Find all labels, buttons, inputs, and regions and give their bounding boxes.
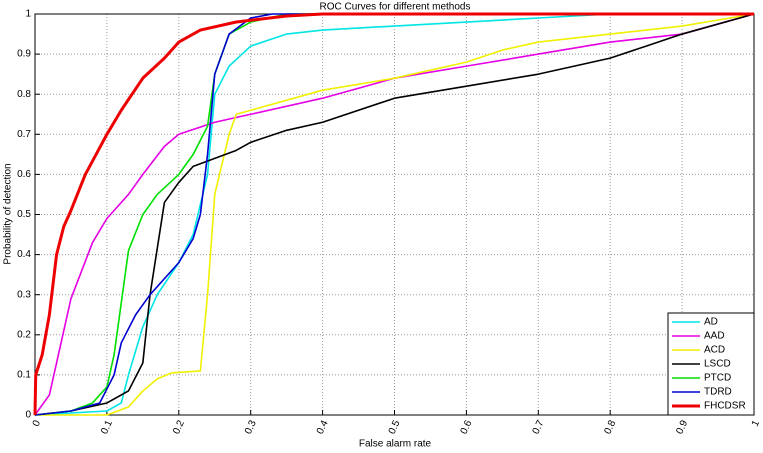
x-tick-label: 0.9 <box>674 418 690 436</box>
x-tick-label: 0.6 <box>459 418 475 436</box>
y-tick-label: 0.7 <box>17 129 31 140</box>
y-tick-label: 1 <box>25 9 31 20</box>
legend-label: ACD <box>704 345 725 356</box>
y-tick-label: 0 <box>25 410 31 421</box>
legend-label: AD <box>704 317 718 328</box>
series-line <box>35 13 755 416</box>
x-tick-label: 0.8 <box>602 418 618 436</box>
x-tick-label: 0.5 <box>387 418 403 436</box>
x-tick-label: 1 <box>750 418 763 428</box>
y-axis-label: Probability of detection <box>3 163 14 264</box>
y-tick-label: 0.9 <box>17 49 31 60</box>
legend-label: PTCD <box>704 373 731 384</box>
y-tick-label: 0.6 <box>17 169 31 180</box>
series-line <box>34 13 754 416</box>
legend: AD AAD ACD LSCD PTCD TDRD FHCDSR <box>667 312 755 416</box>
series-line <box>34 13 755 416</box>
legend-label: AAD <box>704 331 725 342</box>
legend-label: FHCDSR <box>704 401 746 412</box>
x-tick-label: 0.4 <box>315 418 331 436</box>
x-axis-label: False alarm rate <box>359 439 432 450</box>
series-line <box>34 13 754 416</box>
y-tick-label: 0.8 <box>17 89 31 100</box>
y-tick-label: 0.2 <box>17 329 31 340</box>
y-tick-label: 0.5 <box>17 209 31 220</box>
y-tick-label: 0.4 <box>17 249 31 260</box>
x-tick-label: 0.2 <box>171 418 187 436</box>
x-tick-label: 0.1 <box>99 418 115 436</box>
y-tick-label: 0.1 <box>17 370 31 381</box>
series-line <box>34 13 754 416</box>
y-tick-label: 0.3 <box>17 289 31 300</box>
x-tick-label: 0.7 <box>531 418 547 436</box>
x-tick-label: 0 <box>31 418 44 428</box>
legend-label: TDRD <box>704 387 732 398</box>
chart-title: ROC Curves for different methods <box>320 2 471 13</box>
x-tick-label: 0.3 <box>243 418 259 436</box>
series-line <box>33 12 754 416</box>
series-line <box>34 13 755 416</box>
legend-label: LSCD <box>704 359 731 370</box>
